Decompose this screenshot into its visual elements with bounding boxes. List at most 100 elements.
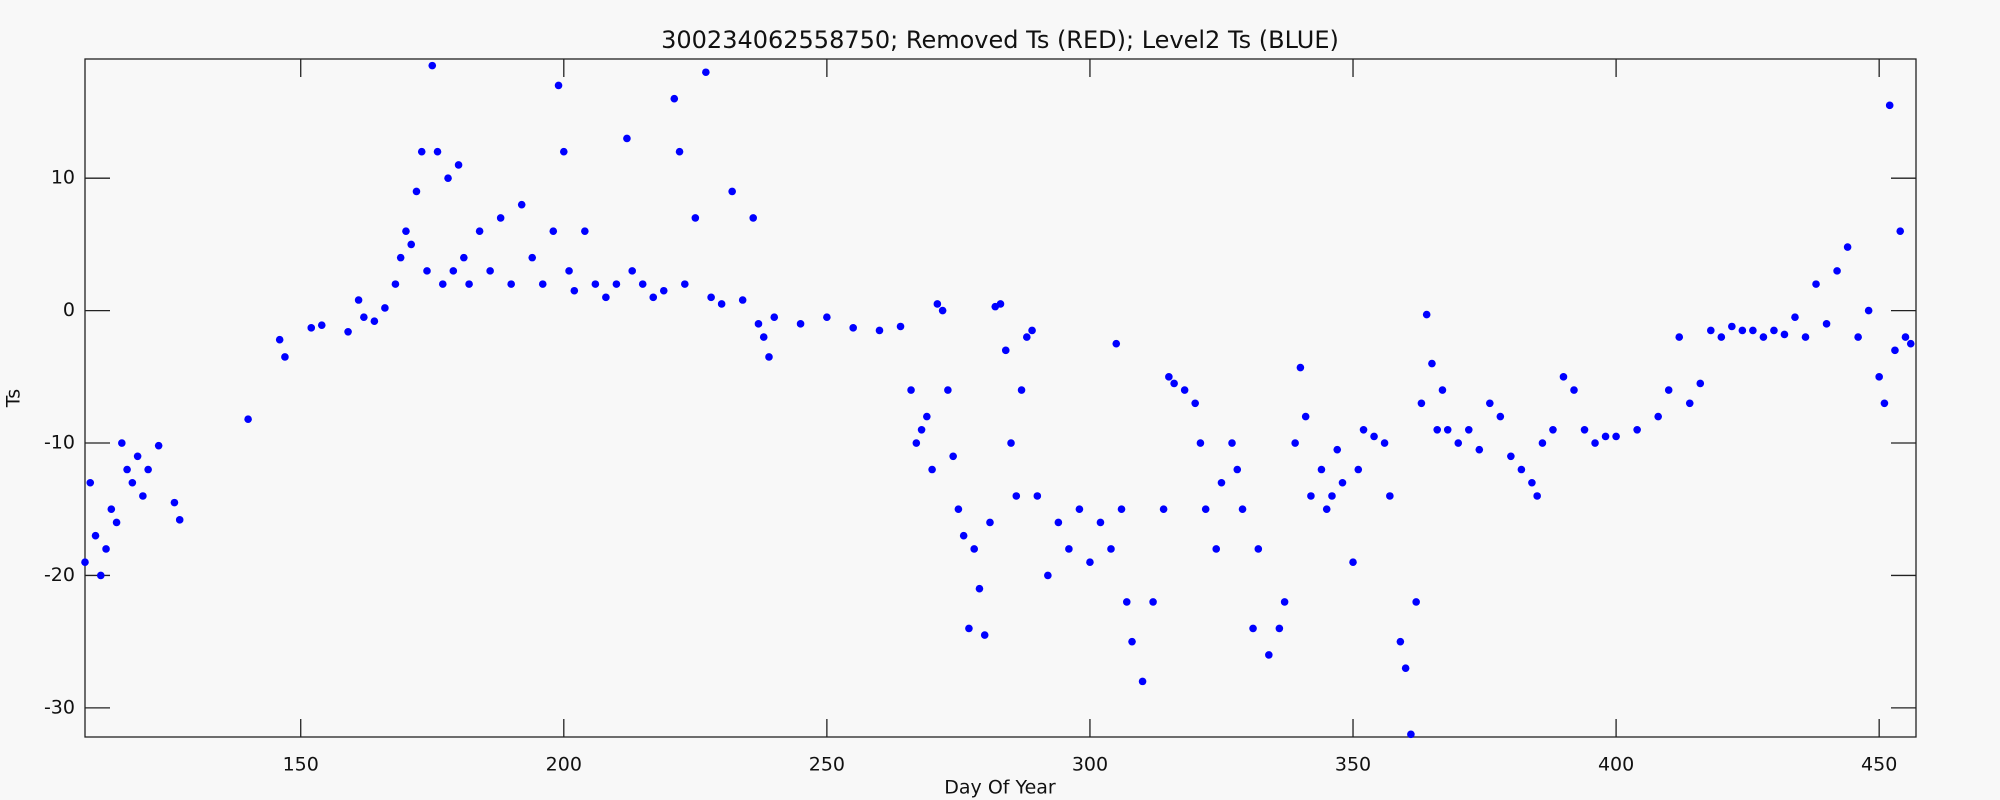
point — [1007, 439, 1015, 447]
point — [1028, 326, 1036, 335]
point — [128, 478, 137, 487]
point — [1738, 326, 1747, 335]
x-axis-label: Day Of Year — [944, 777, 1056, 799]
point — [954, 505, 963, 514]
point — [1507, 452, 1515, 461]
point — [612, 280, 621, 288]
y-tick-label: -30 — [44, 696, 75, 718]
point — [1322, 505, 1331, 514]
point — [1696, 379, 1705, 388]
point — [1370, 432, 1378, 441]
point — [1044, 571, 1052, 580]
point — [1486, 399, 1494, 408]
point — [396, 253, 405, 262]
point — [275, 335, 284, 344]
point — [1728, 322, 1736, 331]
point — [123, 465, 131, 474]
point — [659, 286, 668, 295]
point — [107, 505, 116, 514]
point — [460, 253, 468, 262]
point — [1885, 101, 1894, 110]
point — [1196, 439, 1205, 447]
point — [823, 313, 831, 322]
plot-frame — [84, 58, 1917, 738]
point — [1433, 425, 1442, 434]
point — [649, 293, 658, 302]
point — [118, 439, 126, 447]
point — [681, 280, 689, 288]
point — [1464, 425, 1473, 434]
point — [1317, 465, 1326, 474]
point — [317, 321, 326, 329]
point — [1149, 598, 1157, 606]
point — [986, 518, 994, 527]
point — [1054, 518, 1063, 527]
point — [1664, 386, 1673, 394]
point — [1833, 267, 1841, 275]
point — [949, 452, 957, 461]
point — [1791, 313, 1799, 322]
point — [91, 531, 100, 540]
point — [965, 624, 973, 633]
point — [1864, 306, 1873, 315]
point — [1191, 399, 1199, 408]
point — [112, 518, 121, 527]
point — [1212, 545, 1221, 553]
point — [244, 415, 252, 423]
point — [86, 478, 95, 487]
point — [1201, 505, 1210, 514]
point — [1117, 505, 1126, 514]
point — [1570, 386, 1578, 394]
point — [465, 280, 473, 288]
point — [1759, 333, 1768, 341]
point — [360, 313, 368, 322]
point — [907, 386, 915, 394]
point — [144, 465, 152, 474]
point — [591, 280, 600, 288]
point — [1112, 339, 1121, 348]
point — [1301, 412, 1310, 421]
point — [1396, 637, 1405, 646]
point — [1386, 492, 1394, 500]
point — [1254, 545, 1263, 553]
point — [528, 253, 537, 262]
point — [1854, 333, 1862, 341]
point — [1533, 492, 1541, 500]
point — [1033, 492, 1042, 500]
point — [1654, 412, 1662, 421]
point — [1417, 399, 1426, 408]
point — [928, 465, 936, 474]
point — [1354, 465, 1363, 474]
point — [1843, 243, 1852, 251]
point — [1122, 598, 1131, 606]
point — [507, 280, 515, 288]
point — [1438, 386, 1447, 394]
x-tick-label: 250 — [809, 754, 845, 776]
y-tick-label: 10 — [51, 167, 75, 189]
point — [538, 280, 547, 288]
point — [1633, 425, 1641, 434]
point — [344, 327, 352, 336]
point — [307, 324, 316, 332]
point — [1075, 505, 1084, 514]
point — [1096, 518, 1105, 527]
point — [170, 498, 179, 507]
point — [281, 353, 289, 361]
point — [1428, 359, 1436, 368]
point — [1601, 432, 1610, 441]
point — [1275, 624, 1284, 633]
point — [1901, 333, 1910, 341]
point — [1380, 439, 1389, 447]
point — [1549, 425, 1557, 434]
point — [1822, 320, 1831, 328]
point — [749, 214, 758, 222]
point — [754, 320, 763, 328]
point — [675, 147, 684, 156]
point — [691, 214, 700, 222]
point — [738, 296, 747, 304]
point — [1017, 386, 1026, 394]
point — [1328, 492, 1336, 500]
